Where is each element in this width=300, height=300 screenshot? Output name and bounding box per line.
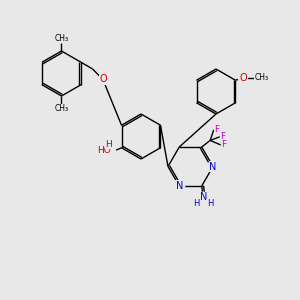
- Text: F: F: [221, 140, 226, 149]
- Text: H: H: [106, 140, 112, 148]
- Text: F: F: [220, 132, 225, 141]
- Text: HO: HO: [98, 146, 111, 155]
- Text: O: O: [99, 74, 107, 84]
- Text: H: H: [194, 200, 200, 208]
- Text: N: N: [209, 161, 217, 172]
- Text: CH₃: CH₃: [254, 73, 268, 82]
- Text: N: N: [176, 181, 183, 191]
- Text: O: O: [239, 73, 247, 83]
- Circle shape: [198, 192, 208, 203]
- Text: H: H: [207, 200, 213, 208]
- Circle shape: [238, 73, 247, 82]
- Text: N: N: [200, 192, 207, 203]
- Text: CH₃: CH₃: [54, 104, 69, 113]
- Circle shape: [174, 181, 185, 191]
- Text: CH₃: CH₃: [54, 34, 69, 43]
- Circle shape: [208, 161, 218, 172]
- Text: F: F: [214, 125, 219, 134]
